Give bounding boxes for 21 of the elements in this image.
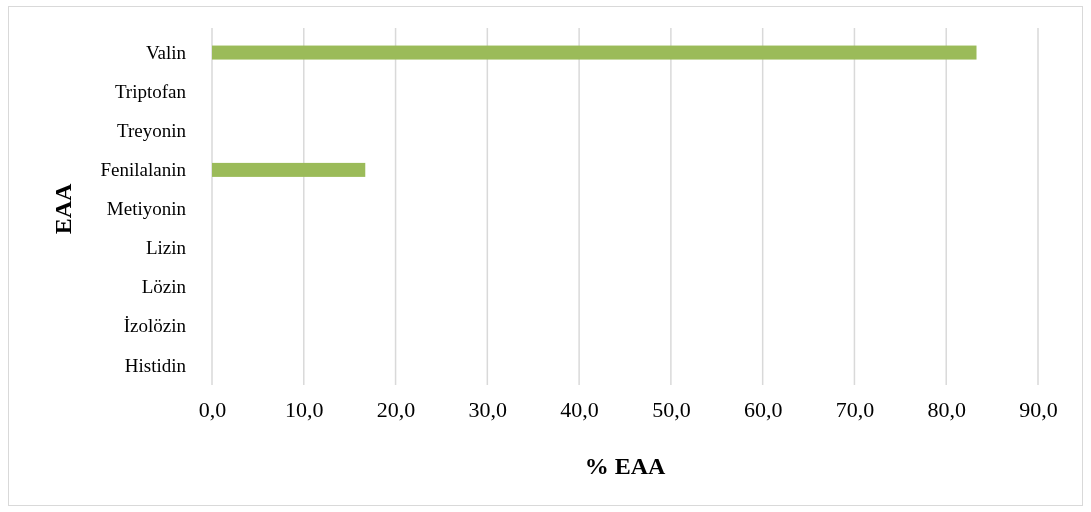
y-tick-label: İzolözin xyxy=(123,315,187,337)
x-tick-label: 80,0 xyxy=(927,396,966,422)
x-tick-label: 40,0 xyxy=(560,396,599,422)
x-tick-label: 0,0 xyxy=(198,396,227,422)
x-tick-label: 10,0 xyxy=(285,396,324,422)
y-tick-label: Fenilalanin xyxy=(100,158,187,180)
x-tick-label: 60,0 xyxy=(743,396,783,422)
y-tick-label: Lizin xyxy=(145,237,187,259)
x-tick-label: 20,0 xyxy=(376,396,416,422)
y-axis-title: EAA xyxy=(50,183,76,235)
x-tick-label: 50,0 xyxy=(652,396,691,422)
y-tick-label: Metiyonin xyxy=(106,198,187,220)
y-tick-label: Triptofan xyxy=(114,80,187,102)
x-tick-label: 90,0 xyxy=(1019,396,1058,422)
y-tick-label: Lözin xyxy=(141,276,187,298)
y-tick-label: Valin xyxy=(145,41,187,63)
y-tick-label: Histidin xyxy=(124,354,187,376)
x-tick-label: 70,0 xyxy=(835,396,875,422)
x-axis-title: % EAA xyxy=(584,453,666,479)
x-tick-label: 30,0 xyxy=(468,396,508,422)
y-tick-label: Treyonin xyxy=(117,119,187,141)
